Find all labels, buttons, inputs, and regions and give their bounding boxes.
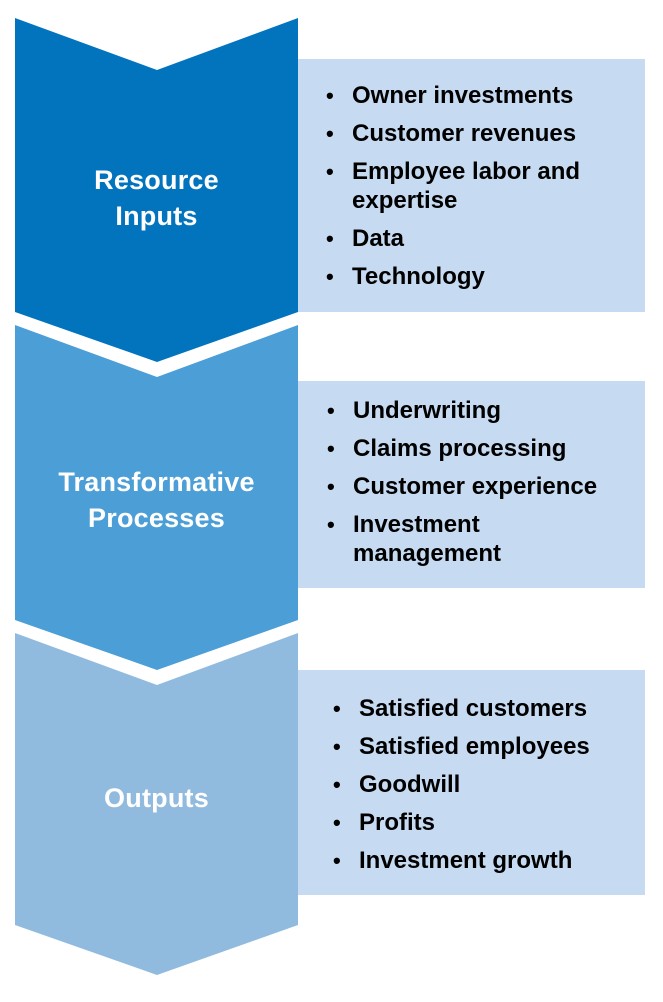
stage-3-label-line-1: Outputs <box>104 783 209 813</box>
list-item: • Investment management <box>327 510 645 568</box>
item-text-line-1: Investment <box>353 511 480 538</box>
stage-2-list: • Underwriting • Claims processing • Custom… <box>327 396 645 568</box>
stage-1-chevron <box>15 18 298 362</box>
list-item: • Claims processing <box>327 434 645 463</box>
bullet-icon: • <box>326 226 334 251</box>
stage-2-chevron <box>15 325 298 670</box>
item-text-line-2: expertise <box>352 187 458 214</box>
list-item: • Customer revenues <box>326 119 645 148</box>
list-item: • Goodwill <box>333 770 645 799</box>
bullet-icon: • <box>326 83 334 108</box>
item-text: Satisfied customers <box>359 695 588 722</box>
item-text: Underwriting <box>353 397 501 424</box>
bullet-icon: • <box>333 734 341 759</box>
bullet-icon: • <box>327 512 335 537</box>
item-text: Customer revenues <box>352 120 577 147</box>
list-item: • Satisfied customers <box>333 694 645 723</box>
list-item: • Profits <box>333 808 645 837</box>
stage-1-panel-bg <box>298 59 645 312</box>
list-item: • Technology <box>326 262 645 291</box>
stage-1-panel: • Owner investments • Customer revenues • E… <box>298 81 645 291</box>
stage-3-list: • Satisfied customers • Satisfied employee… <box>333 694 645 875</box>
bullet-icon: • <box>326 159 334 184</box>
stage-2-panel-bg <box>298 381 645 588</box>
bullet-icon: • <box>333 810 341 835</box>
bullet-icon: • <box>327 474 335 499</box>
item-text: Data <box>352 225 405 252</box>
stage-3-label: Outputs <box>15 780 298 816</box>
stage-2-label-line-2: Processes <box>88 503 225 533</box>
stage-1-label: Resource Inputs <box>15 162 298 234</box>
bullet-icon: • <box>327 436 335 461</box>
list-item: • Customer experience <box>327 472 645 501</box>
stage-1-list: • Owner investments • Customer revenues • E… <box>326 81 645 291</box>
bullet-icon: • <box>333 696 341 721</box>
bullet-icon: • <box>333 772 341 797</box>
list-item: • Data <box>326 224 645 253</box>
item-text: Technology <box>352 263 485 290</box>
list-item: • Investment growth <box>333 846 645 875</box>
bullet-icon: • <box>326 264 334 289</box>
stage-3-panel-bg <box>298 670 645 895</box>
stage-2-label: Transformative Processes <box>15 464 298 536</box>
item-text: Goodwill <box>359 771 461 798</box>
stage-3-panel: • Satisfied customers • Satisfied employee… <box>298 694 645 875</box>
stage-2-panel: • Underwriting • Claims processing • Custom… <box>298 396 645 568</box>
stage-3-chevron <box>15 633 298 975</box>
bullet-icon: • <box>327 398 335 423</box>
list-item: • Satisfied employees <box>333 732 645 761</box>
item-text: Satisfied employees <box>359 733 590 760</box>
stage-1-label-line-2: Inputs <box>115 201 198 231</box>
item-text-line-1: Employee labor and <box>352 158 581 185</box>
stage-1-label-line-1: Resource <box>94 165 219 195</box>
item-text: Customer experience <box>353 473 598 500</box>
item-text: Investment growth <box>359 847 573 874</box>
item-text: Claims processing <box>353 435 567 462</box>
list-item: • Employee labor and expertise <box>326 157 645 215</box>
bullet-icon: • <box>333 848 341 873</box>
item-text-line-2: management <box>353 540 502 567</box>
list-item: • Underwriting <box>327 396 645 425</box>
stage-2-label-line-1: Transformative <box>58 467 255 497</box>
item-text: Profits <box>359 809 436 836</box>
item-text: Owner investments <box>352 82 574 109</box>
list-item: • Owner investments <box>326 81 645 110</box>
bullet-icon: • <box>326 121 334 146</box>
